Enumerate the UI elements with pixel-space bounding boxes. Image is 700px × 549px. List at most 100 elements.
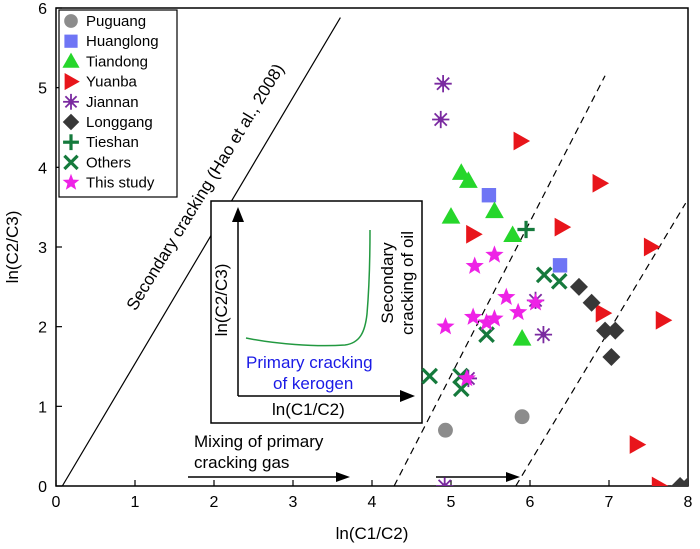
y-tick-label: 4 — [38, 160, 47, 177]
x-tick-label: 3 — [289, 494, 298, 511]
others-point — [550, 272, 568, 290]
legend-label-tieshan: Tieshan — [86, 134, 139, 151]
tiandong-point — [503, 225, 522, 243]
y-tick-label: 3 — [38, 240, 47, 257]
legend-marker-jiannan — [63, 93, 79, 110]
dashed-boundary-line — [515, 202, 687, 486]
longgang-point — [606, 321, 625, 340]
jiannan-point — [534, 325, 553, 344]
legend-label-jiannan: Jiannan — [86, 94, 139, 111]
jiannan-point — [434, 75, 452, 93]
reference-lines — [61, 17, 687, 486]
longgang-point — [679, 477, 688, 486]
puguang-point — [514, 409, 530, 425]
legend-label-tiandong: Tiandong — [86, 53, 148, 70]
inset-y-label: ln(C2/C3) — [212, 264, 231, 337]
others-point — [452, 380, 470, 398]
yuanba-point — [466, 224, 483, 244]
x-tick-label: 2 — [210, 494, 219, 511]
mixing-arrow-left-head — [336, 472, 350, 482]
yuanba-point — [513, 131, 531, 151]
x-tick-label: 7 — [605, 494, 614, 511]
huanglong-point — [481, 188, 497, 203]
longgang-point — [582, 293, 601, 312]
x-tick-label: 4 — [368, 494, 377, 511]
inset-x-arrowhead — [400, 390, 415, 402]
others-point — [421, 367, 439, 385]
yuanba-point — [592, 173, 610, 193]
mixing-arrow-right-head — [506, 472, 520, 482]
yuanba-point — [651, 476, 669, 486]
puguang-point — [438, 422, 453, 438]
y-tick-label: 5 — [38, 81, 47, 98]
others-point — [535, 266, 553, 284]
this-study-point — [463, 307, 483, 325]
y-tick-label: 0 — [38, 479, 47, 496]
secondary-cracking-line — [61, 17, 341, 486]
tiandong-point — [441, 207, 461, 224]
longgang-point — [602, 347, 621, 366]
inset-trend-curve — [245, 229, 371, 347]
this-study-point — [465, 256, 484, 274]
legend-label-yuanba: Yuanba — [86, 74, 138, 91]
yuanba-point — [643, 237, 661, 257]
inset-schematic: ln(C2/C3) Primary cracking of kerogen ln… — [210, 200, 423, 424]
legend-marker-others — [63, 154, 79, 171]
data-points — [421, 75, 688, 486]
this-study-point — [485, 245, 504, 263]
legend-box — [58, 9, 178, 198]
x-tick-label: 1 — [131, 494, 140, 511]
legend-marker-tiandong — [62, 52, 80, 68]
inset-y-arrowhead — [232, 207, 244, 222]
x-axis-label: ln(C1/C2) — [336, 524, 409, 543]
jiannan-point — [436, 477, 454, 486]
yuanba-point — [595, 303, 613, 323]
this-study-point — [436, 317, 455, 335]
tieshan-point — [517, 220, 535, 239]
legend-label-puguang: Puguang — [86, 13, 146, 30]
x-tick-label: 8 — [684, 494, 693, 511]
this-study-point — [485, 309, 504, 327]
x-tick-label: 5 — [447, 494, 456, 511]
y-tick-label: 1 — [38, 399, 47, 416]
y-tick-label: 2 — [38, 320, 47, 337]
inset-primary-label-line2: of kerogen — [273, 374, 353, 393]
mixing-label-line1: Mixing of primary — [194, 432, 324, 451]
x-tick-label: 6 — [526, 494, 535, 511]
inset-primary-label-line1: Primary cracking — [246, 353, 373, 372]
legend-marker-this-study — [62, 173, 80, 190]
tiandong-point — [485, 201, 504, 219]
this-study-point — [509, 302, 528, 321]
legend-marker-tieshan — [63, 134, 79, 151]
longgang-point — [596, 321, 615, 340]
huanglong-point — [552, 258, 568, 273]
tiandong-point — [512, 329, 532, 346]
legend-marker-huanglong — [64, 34, 78, 48]
yuanba-point — [554, 217, 572, 237]
y-axis-label: ln(C2/C3) — [3, 211, 22, 284]
this-study-point — [477, 313, 496, 331]
yuanba-point — [629, 435, 647, 454]
legend-marker-yuanba — [64, 73, 80, 91]
inset-box — [210, 200, 423, 424]
legend-label-longgang: Longgang — [86, 114, 153, 131]
this-study-point — [497, 287, 516, 305]
this-study-point — [457, 368, 476, 387]
y-tick-label: 6 — [38, 1, 47, 18]
legend-label-this-study: This study — [86, 175, 155, 192]
legend-label-others: Others — [86, 154, 131, 171]
legend-marker-longgang — [62, 113, 80, 131]
mixing-label-line2: cracking gas — [194, 453, 289, 472]
yuanba-point — [655, 310, 673, 330]
inset-secondary-label-line2: cracking of oil — [398, 231, 417, 335]
x-tick-label: 0 — [52, 494, 61, 511]
legend-marker-puguang — [64, 14, 78, 28]
longgang-point — [569, 277, 588, 296]
legend-label-huanglong: Huanglong — [86, 33, 159, 50]
dashed-boundary-line — [393, 75, 606, 486]
jiannan-point — [432, 110, 450, 129]
inset-secondary-label-line1: Secondary — [378, 242, 397, 324]
inset-x-label: ln(C1/C2) — [272, 400, 345, 419]
tiandong-point — [459, 171, 478, 188]
